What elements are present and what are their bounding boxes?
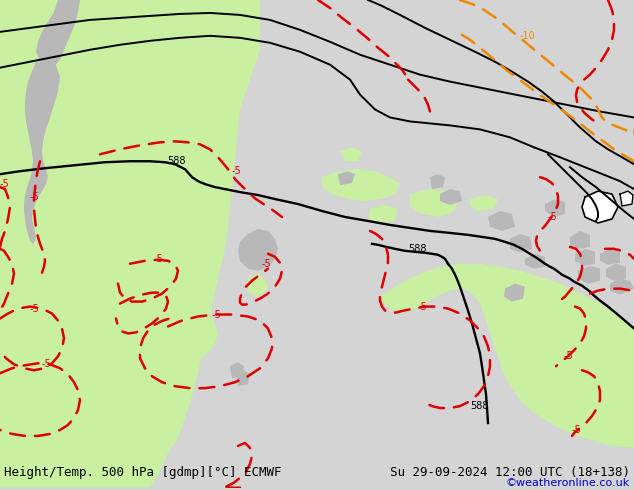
Text: -5: -5	[154, 254, 164, 264]
Text: -5: -5	[212, 310, 222, 319]
Text: Su 29-09-2024 12:00 UTC (18+138): Su 29-09-2024 12:00 UTC (18+138)	[390, 466, 630, 479]
Text: -5: -5	[548, 212, 558, 222]
Text: Height/Temp. 500 hPa [gdmp][°C] ECMWF: Height/Temp. 500 hPa [gdmp][°C] ECMWF	[4, 466, 281, 479]
Text: ©weatheronline.co.uk: ©weatheronline.co.uk	[506, 478, 630, 488]
Polygon shape	[620, 191, 633, 206]
Text: -5: -5	[418, 301, 428, 312]
Text: -5: -5	[0, 179, 10, 189]
Text: 588: 588	[408, 244, 427, 254]
Text: -5: -5	[30, 303, 40, 314]
Text: -5: -5	[572, 425, 582, 435]
Text: 588: 588	[470, 401, 489, 411]
Text: -10: -10	[520, 31, 536, 41]
Text: -5: -5	[262, 259, 272, 269]
Text: 588: 588	[167, 156, 186, 166]
Text: -5: -5	[30, 192, 40, 202]
Polygon shape	[582, 191, 618, 223]
Text: -5: -5	[42, 359, 52, 369]
Text: -5: -5	[564, 351, 574, 361]
Text: -5: -5	[232, 166, 242, 176]
